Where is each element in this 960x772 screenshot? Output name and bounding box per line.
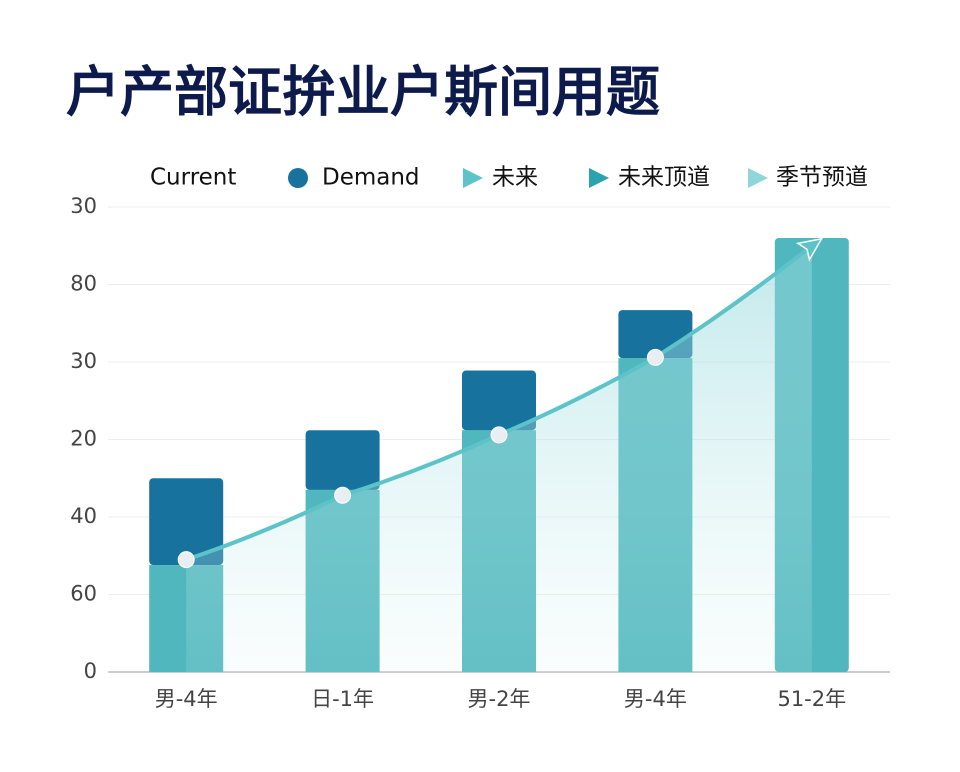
line-point bbox=[334, 486, 352, 504]
legend-label: Demand bbox=[322, 165, 420, 191]
line-point bbox=[490, 426, 508, 444]
y-tick-label: 80 bbox=[70, 272, 97, 296]
chart-title: 户产部证拚业户斯间用题 bbox=[66, 61, 660, 124]
legend-marker bbox=[748, 168, 768, 188]
x-tick-label: 男-2年 bbox=[468, 687, 531, 711]
area bbox=[186, 245, 812, 672]
x-tick-label: 男-4年 bbox=[155, 687, 218, 711]
legend-marker bbox=[463, 168, 483, 188]
x-tick-label: 日-1年 bbox=[311, 687, 374, 711]
y-tick-label: 60 bbox=[70, 582, 97, 606]
y-tick-label: 30 bbox=[70, 194, 97, 218]
legend-label: 未来 bbox=[492, 165, 538, 191]
bar bbox=[305, 430, 380, 490]
line-arrow bbox=[795, 237, 824, 262]
legend-marker bbox=[288, 168, 308, 188]
bar bbox=[149, 478, 224, 566]
x-tick-label: 51-2年 bbox=[777, 687, 846, 711]
x-tick-label: 男-4年 bbox=[624, 687, 687, 711]
legend-marker bbox=[589, 168, 609, 188]
bar bbox=[462, 370, 536, 431]
y-tick-label: 30 bbox=[70, 349, 97, 373]
legend-label: 季节预道 bbox=[776, 165, 868, 191]
line-point bbox=[646, 348, 664, 366]
legend-label: 未来顶道 bbox=[618, 165, 710, 191]
y-tick-label: 20 bbox=[70, 427, 97, 451]
line-point bbox=[177, 551, 195, 569]
legend-label: Current bbox=[150, 165, 236, 191]
y-tick-label: 40 bbox=[70, 504, 97, 528]
y-tick-label: 0 bbox=[84, 659, 97, 683]
